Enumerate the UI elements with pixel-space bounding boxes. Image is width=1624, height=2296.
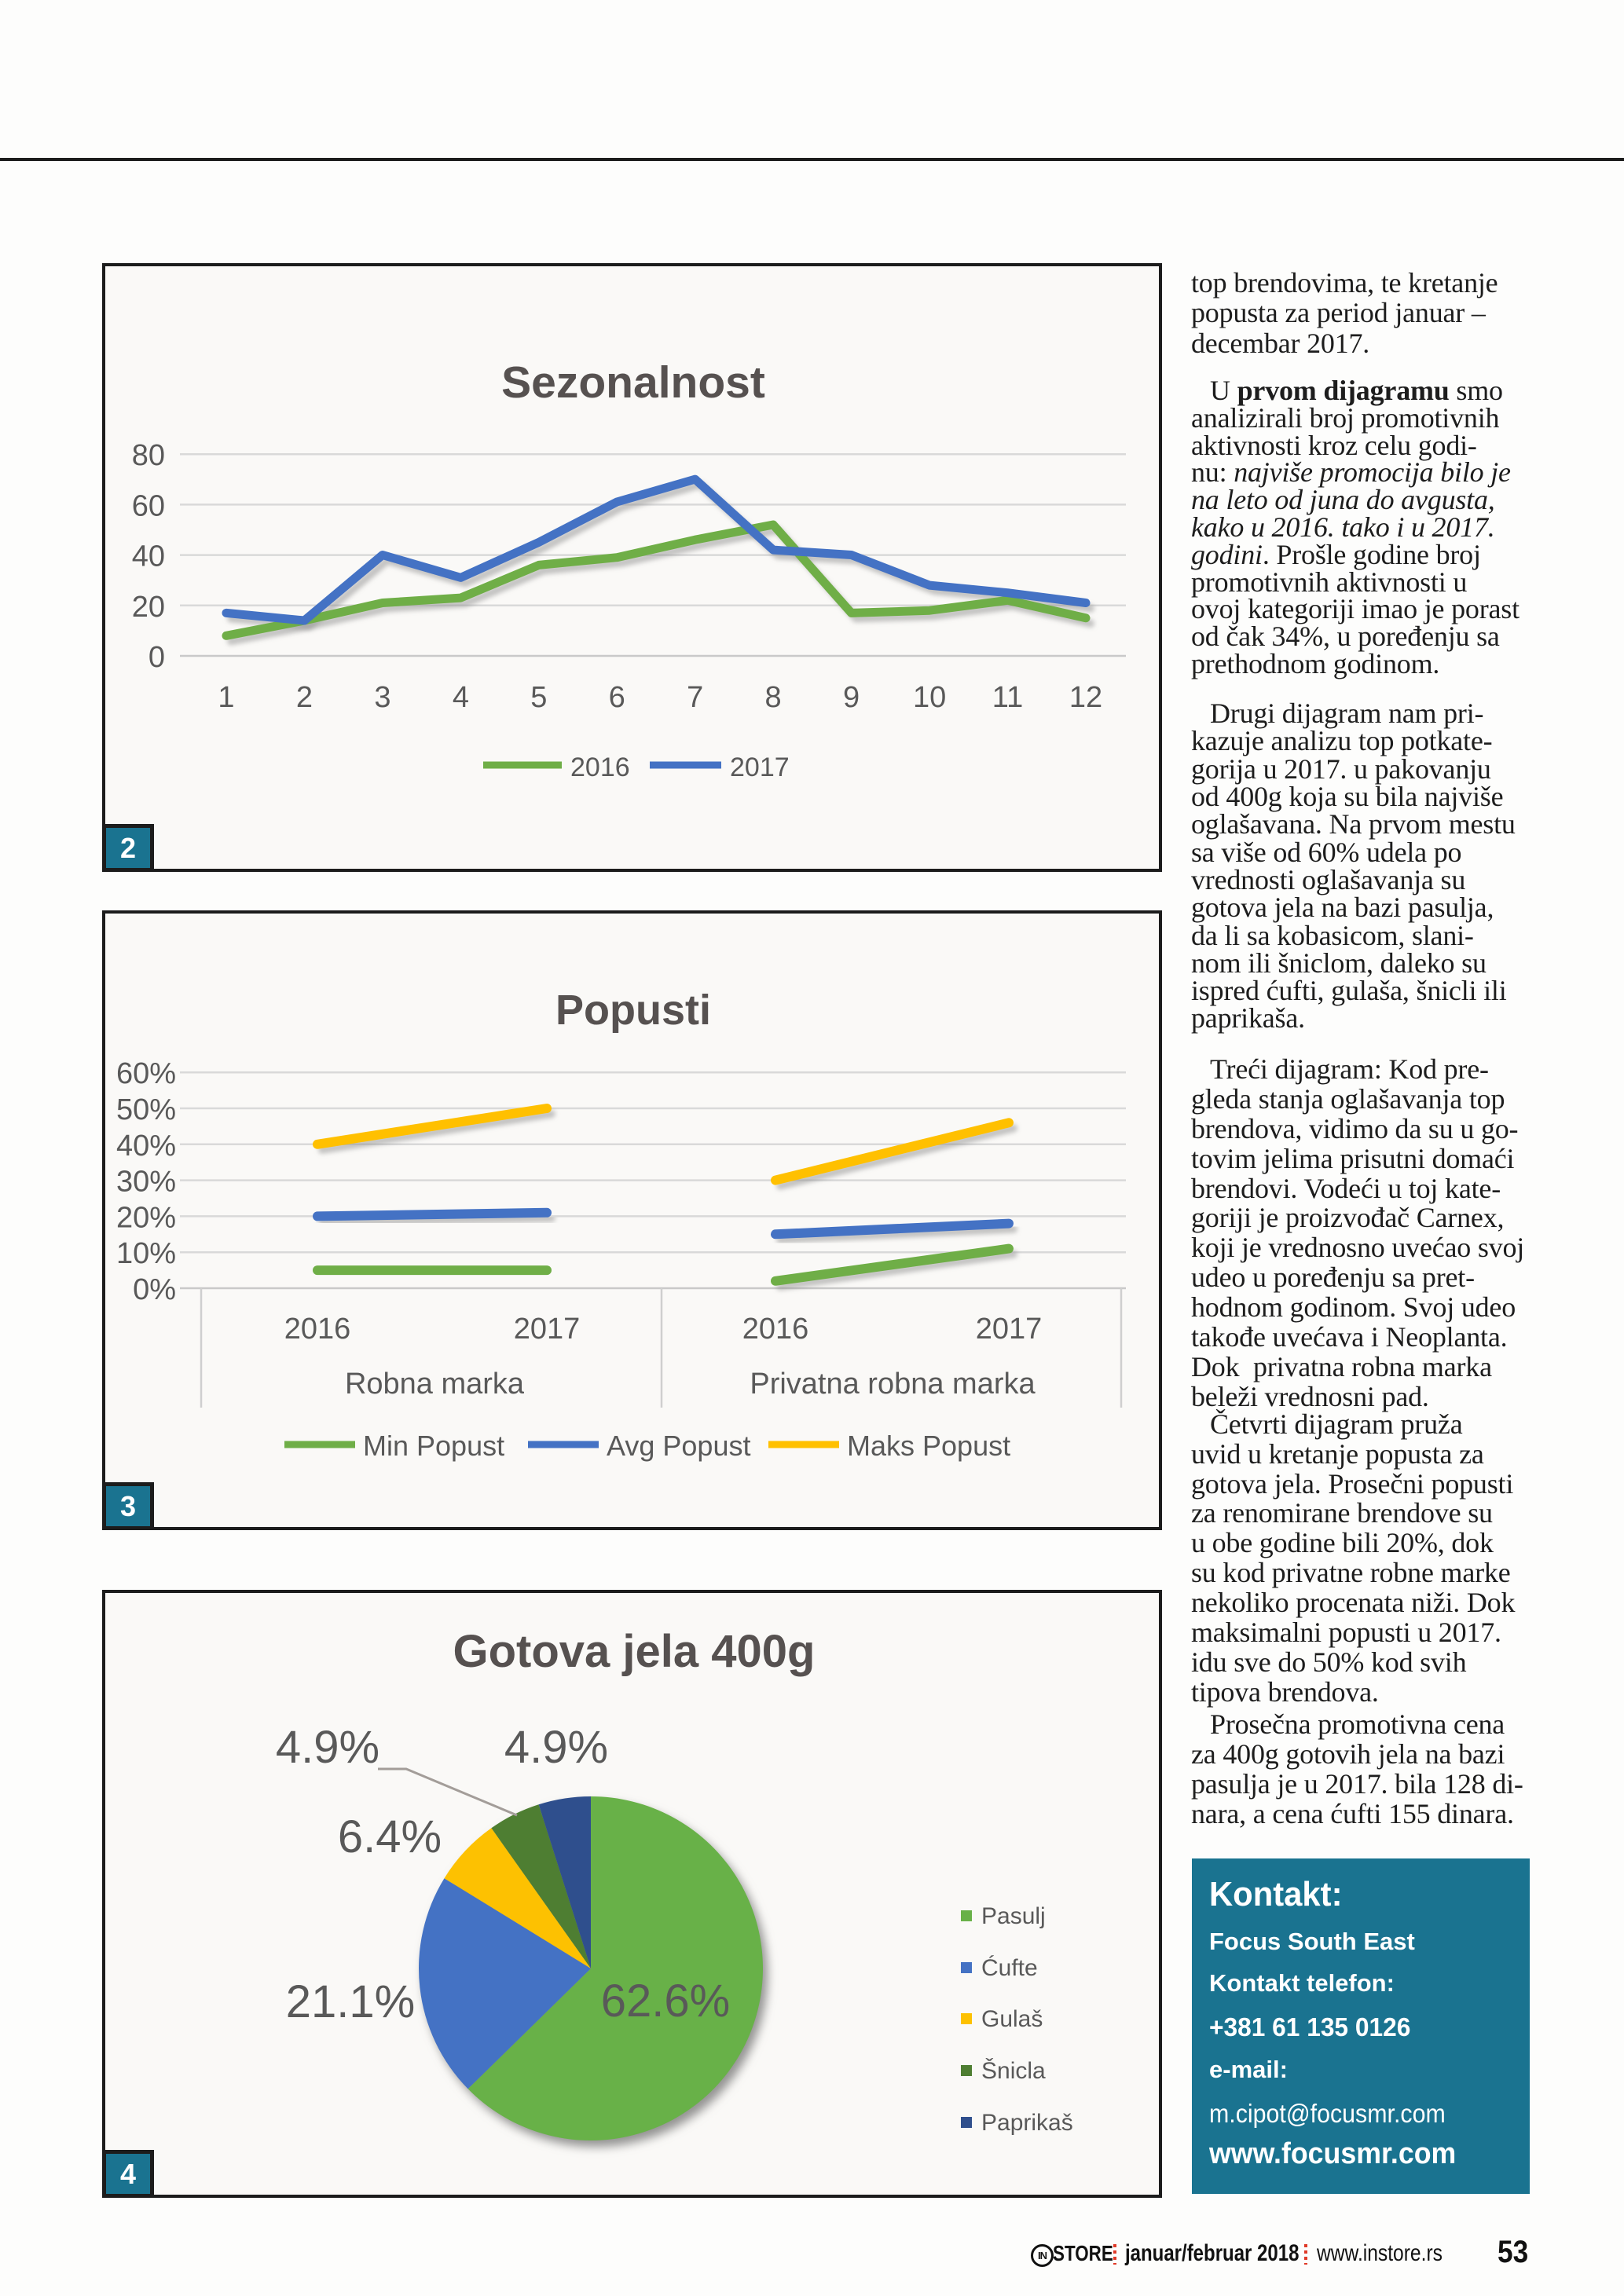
svg-text:40%: 40% — [116, 1130, 176, 1163]
svg-text:12: 12 — [1069, 681, 1102, 714]
svg-text:50%: 50% — [116, 1093, 176, 1126]
svg-text:2017: 2017 — [976, 1313, 1043, 1346]
svg-text:0%: 0% — [133, 1273, 176, 1306]
svg-text:21.1%: 21.1% — [286, 1976, 415, 2027]
svg-text:20: 20 — [132, 591, 165, 624]
svg-text:Min Popust: Min Popust — [363, 1430, 504, 1462]
svg-text:Maks Popust: Maks Popust — [847, 1430, 1010, 1462]
svg-text:0: 0 — [148, 641, 165, 674]
svg-text:60: 60 — [132, 489, 165, 522]
svg-text:Gulaš: Gulaš — [981, 2006, 1043, 2032]
svg-text:2016: 2016 — [742, 1313, 809, 1346]
svg-text:4.9%: 4.9% — [276, 1722, 379, 1773]
svg-text:2: 2 — [296, 681, 313, 714]
svg-text:10%: 10% — [116, 1237, 176, 1270]
svg-text:11: 11 — [992, 681, 1023, 714]
svg-text:Ćufte: Ćufte — [981, 1955, 1038, 1981]
svg-text:7: 7 — [687, 681, 703, 714]
svg-text:10: 10 — [913, 681, 946, 714]
svg-text:Robna marka: Robna marka — [345, 1368, 525, 1401]
svg-text:Popusti: Popusti — [555, 987, 711, 1034]
svg-text:Gotova jela 400g: Gotova jela 400g — [453, 1626, 816, 1677]
svg-text:1: 1 — [218, 681, 234, 714]
svg-text:3: 3 — [374, 681, 390, 714]
svg-text:Paprikaš: Paprikaš — [981, 2110, 1073, 2136]
svg-text:Pasulj: Pasulj — [981, 1903, 1046, 1929]
svg-text:6: 6 — [609, 681, 625, 714]
svg-text:80: 80 — [132, 439, 165, 472]
svg-text:40: 40 — [132, 540, 165, 573]
svg-text:6.4%: 6.4% — [338, 1811, 442, 1862]
svg-text:Sezonalnost: Sezonalnost — [501, 357, 765, 408]
svg-text:60%: 60% — [116, 1057, 176, 1090]
svg-text:5: 5 — [530, 681, 547, 714]
svg-text:Privatna robna marka: Privatna robna marka — [750, 1368, 1036, 1401]
svg-text:Avg Popust: Avg Popust — [607, 1430, 750, 1462]
svg-text:2017: 2017 — [514, 1313, 581, 1346]
svg-text:2017: 2017 — [730, 753, 790, 782]
svg-text:9: 9 — [843, 681, 860, 714]
svg-text:20%: 20% — [116, 1201, 176, 1234]
svg-text:8: 8 — [765, 681, 782, 714]
svg-text:2016: 2016 — [570, 753, 630, 782]
svg-text:4: 4 — [453, 681, 469, 714]
svg-text:Šnicla: Šnicla — [981, 2057, 1046, 2084]
svg-text:30%: 30% — [116, 1166, 176, 1199]
svg-text:4.9%: 4.9% — [504, 1722, 608, 1773]
svg-text:62.6%: 62.6% — [601, 1976, 730, 2027]
svg-text:2016: 2016 — [284, 1313, 351, 1346]
